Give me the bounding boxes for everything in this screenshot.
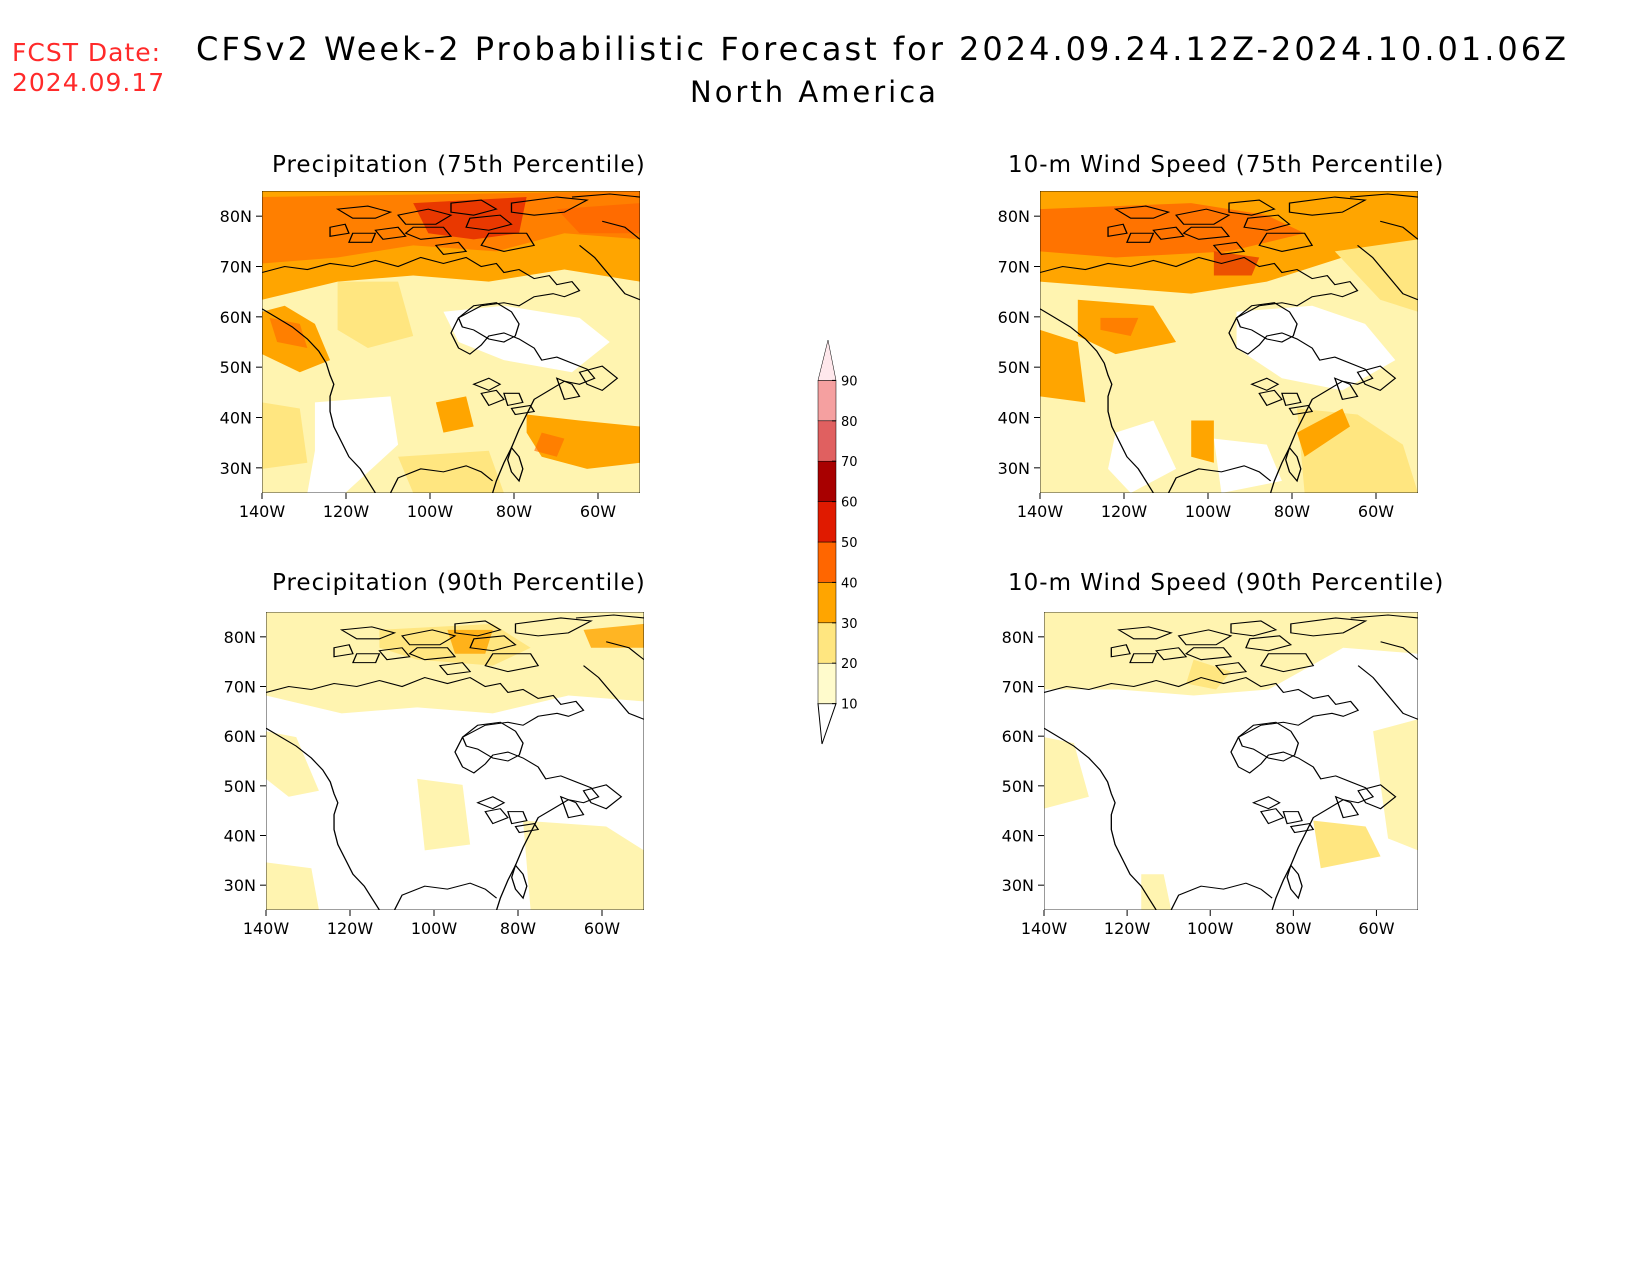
lat-tick-label-precip75: 60N bbox=[220, 308, 252, 327]
lon-tick-label-precip90: 80W bbox=[500, 919, 536, 938]
lon-tick-label-wind90: 140W bbox=[1021, 919, 1068, 938]
colorbar-label: 20 bbox=[841, 657, 858, 672]
lon-tick-label-wind90: 120W bbox=[1104, 919, 1151, 938]
lat-tick-label-wind90: 40N bbox=[1002, 827, 1034, 846]
fcst-date-caption: FCST Date: bbox=[12, 38, 162, 67]
panel-precip75 bbox=[262, 191, 640, 493]
map-axes: 80N 70N 60N 50N 40N 30N 140W 120W 100W 80W 60W 80N 7… bbox=[220, 207, 1395, 938]
panel-title-precip90: Precipitation (90th Percentile) bbox=[272, 570, 646, 596]
lon-tick-label-wind90: 60W bbox=[1358, 919, 1394, 938]
lon-tick-label-wind90: 80W bbox=[1275, 919, 1311, 938]
lat-tick-label-wind75: 50N bbox=[998, 358, 1030, 377]
colorbar-label: 50 bbox=[841, 536, 858, 551]
colorbar-swatch bbox=[817, 582, 837, 624]
panel-wind75 bbox=[1040, 191, 1418, 493]
colorbar-label: 10 bbox=[841, 698, 858, 713]
colorbar-swatch bbox=[817, 420, 837, 462]
lat-tick-label-precip75: 50N bbox=[220, 358, 252, 377]
main-title: CFSv2 Week-2 Probabilistic Forecast for … bbox=[196, 30, 1570, 68]
lat-tick-label-wind75: 60N bbox=[998, 308, 1030, 327]
colorbar-label: 60 bbox=[841, 496, 858, 511]
lon-tick-label-precip90: 100W bbox=[411, 919, 458, 938]
map-wind90 bbox=[1044, 612, 1418, 910]
lat-tick-label-precip75: 40N bbox=[220, 409, 252, 428]
lat-tick-label-precip75: 30N bbox=[220, 459, 252, 478]
colorbar-label: 80 bbox=[841, 415, 858, 430]
lon-tick-label-wind75: 140W bbox=[1017, 502, 1064, 521]
lat-tick-label-wind90: 70N bbox=[1002, 678, 1034, 697]
lon-tick-label-precip90: 120W bbox=[327, 919, 374, 938]
map-precip90 bbox=[266, 612, 644, 910]
forecast-date-label: FCST Date: 2024.09.17 bbox=[12, 38, 165, 98]
lon-tick-label-precip75: 140W bbox=[239, 502, 286, 521]
lon-tick-label-precip75: 100W bbox=[407, 502, 454, 521]
colorbar-bottom-tip bbox=[817, 703, 837, 745]
lat-tick-label-precip90: 70N bbox=[224, 678, 256, 697]
lat-tick-label-wind75: 30N bbox=[998, 459, 1030, 478]
panel-precip90 bbox=[266, 612, 644, 910]
colorbar-swatch bbox=[817, 501, 837, 543]
lon-tick-label-wind75: 80W bbox=[1274, 502, 1310, 521]
fcst-date-value: 2024.09.17 bbox=[12, 68, 166, 97]
panel-title-wind75: 10-m Wind Speed (75th Percentile) bbox=[1008, 152, 1445, 178]
lat-tick-label-wind75: 70N bbox=[998, 258, 1030, 277]
lat-tick-label-wind90: 50N bbox=[1002, 777, 1034, 796]
lon-tick-label-wind75: 100W bbox=[1185, 502, 1232, 521]
lat-tick-label-precip75: 70N bbox=[220, 258, 252, 277]
colorbar: 10 20 30 40 50 60 70 80 90 bbox=[817, 339, 858, 745]
map-wind75 bbox=[1040, 191, 1418, 493]
panel-wind90 bbox=[1044, 612, 1418, 910]
lon-tick-label-precip90: 60W bbox=[584, 919, 620, 938]
lat-tick-label-wind75: 40N bbox=[998, 409, 1030, 428]
colorbar-swatch bbox=[817, 460, 837, 502]
lat-tick-label-wind75: 80N bbox=[998, 207, 1030, 226]
map-precip75 bbox=[262, 191, 640, 493]
lat-tick-label-wind90: 60N bbox=[1002, 727, 1034, 746]
lat-tick-label-wind90: 30N bbox=[1002, 876, 1034, 895]
lon-tick-label-precip75: 80W bbox=[496, 502, 532, 521]
lon-tick-label-precip90: 140W bbox=[243, 919, 290, 938]
colorbar-swatch bbox=[817, 541, 837, 583]
lat-tick-label-precip90: 50N bbox=[224, 777, 256, 796]
lat-tick-label-precip75: 80N bbox=[220, 207, 252, 226]
lat-tick-label-precip90: 60N bbox=[224, 727, 256, 746]
lon-tick-label-precip75: 60W bbox=[580, 502, 616, 521]
lon-tick-label-wind75: 120W bbox=[1101, 502, 1148, 521]
colorbar-swatch bbox=[817, 662, 837, 704]
lat-tick-label-precip90: 40N bbox=[224, 827, 256, 846]
lon-tick-label-wind90: 100W bbox=[1187, 919, 1234, 938]
colorbar-swatch bbox=[817, 380, 837, 422]
panel-title-precip75: Precipitation (75th Percentile) bbox=[272, 152, 646, 178]
colorbar-label: 90 bbox=[841, 374, 858, 389]
lat-tick-label-precip90: 80N bbox=[224, 628, 256, 647]
lat-tick-label-precip90: 30N bbox=[224, 876, 256, 895]
lat-tick-label-wind90: 80N bbox=[1002, 628, 1034, 647]
lon-tick-label-precip75: 120W bbox=[323, 502, 370, 521]
colorbar-label: 30 bbox=[841, 617, 858, 632]
colorbar-label: 70 bbox=[841, 455, 858, 470]
panel-title-wind90: 10-m Wind Speed (90th Percentile) bbox=[1008, 570, 1445, 596]
colorbar-swatch bbox=[817, 622, 837, 664]
region-subtitle: North America bbox=[690, 75, 939, 109]
colorbar-label: 40 bbox=[841, 576, 858, 591]
lon-tick-label-wind75: 60W bbox=[1358, 502, 1394, 521]
colorbar-swatch bbox=[817, 339, 837, 381]
